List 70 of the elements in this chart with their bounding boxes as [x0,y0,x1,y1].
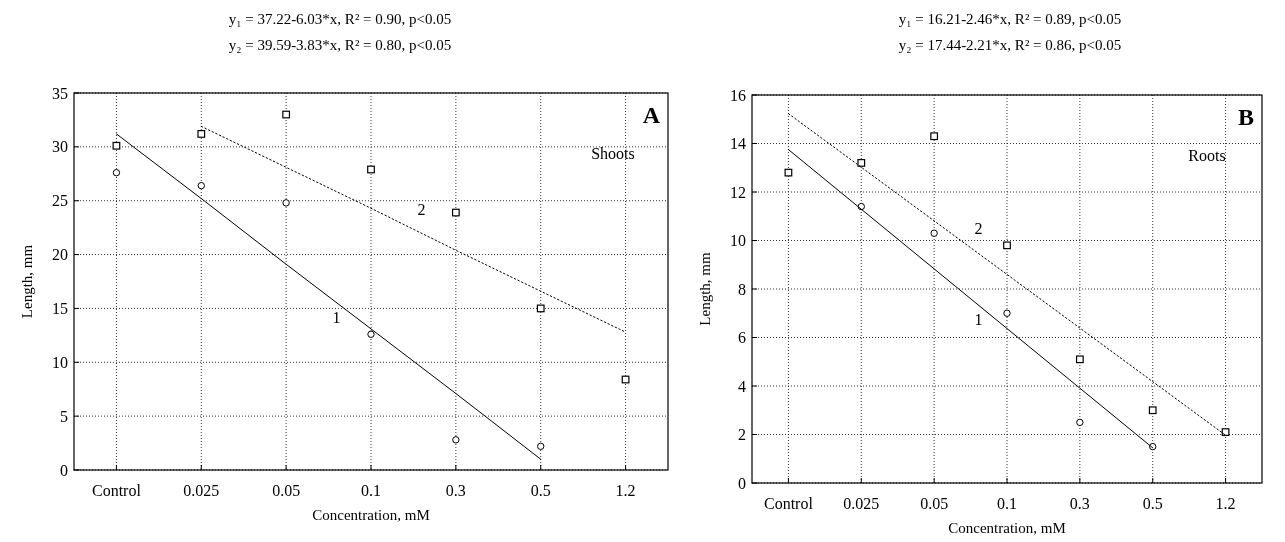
x-tick-label: Control [91,482,142,499]
point [930,229,938,237]
x-tick-label: 0.3 [1069,495,1090,512]
point [537,442,545,450]
y-axis-title: Length, mm [19,244,35,319]
x-tick-label: Control [763,495,814,512]
point [282,110,291,119]
y-tick-label: 15 [52,300,68,318]
chart-title: y₁ = 16.21-2.46*x, R² = 0.89, p<0.05 [898,11,1122,27]
y-tick-label: 14 [730,135,746,153]
point [784,168,793,177]
annotation: B [1237,104,1254,130]
point [197,181,205,190]
point [621,375,630,384]
point [452,436,460,444]
point [197,130,206,138]
annotation: Roots [1188,146,1226,164]
point [1221,428,1230,436]
point [112,169,121,177]
series-label: 1 [974,310,983,328]
series-label: 2 [417,201,426,219]
point [1076,418,1084,427]
y-tick-label: 12 [730,183,746,201]
point [857,159,866,167]
chart-subtitle: y₂ = 39.59-3.83*x, R² = 0.80, p<0.05 [228,37,452,53]
x-tick-label: 1.2 [615,482,636,499]
x-tick-label: 0.3 [445,482,466,499]
point [282,199,290,207]
x-tick-label: 0.1 [361,482,381,499]
y-tick-label: 4 [738,377,746,395]
x-tick-label: 0.5 [1142,495,1163,512]
x-axis-title: Concentration, mM [948,520,1066,536]
chart-subtitle: y₂ = 17.44-2.21*x, R² = 0.86, p<0.05 [898,37,1122,53]
x-tick-label: 0.05 [920,495,949,512]
y-tick-label: 10 [52,353,68,371]
y-tick-label: 16 [730,86,746,104]
series-label: 2 [974,219,983,237]
annotation: Shoots [591,144,635,162]
y-tick-label: 35 [52,84,68,102]
series-label: 1 [332,308,341,326]
x-tick-label: 0.025 [183,482,220,499]
y-tick-label: 0 [738,474,746,492]
x-axis-title: Concentration, mM [312,507,430,523]
point [112,141,121,150]
point [451,208,460,217]
y-tick-label: 10 [730,232,746,250]
y-tick-label: 2 [738,426,746,444]
y-tick-label: 25 [52,192,68,210]
point [1003,309,1011,317]
annotation: A [642,102,661,128]
y-axis-title: Length, mm [697,252,713,326]
point [930,132,939,141]
point [536,304,545,313]
y-tick-label: 20 [52,246,68,264]
point [1003,241,1011,250]
y-tick-label: 0 [60,461,68,479]
point [1075,355,1084,364]
x-tick-label: 0.025 [843,495,880,512]
x-tick-label: 0.05 [272,482,301,499]
point [367,165,375,174]
x-tick-label: 1.2 [1215,495,1236,512]
chart-title: y₁ = 37.22-6.03*x, R² = 0.90, p<0.05 [228,11,452,27]
x-tick-label: 0.5 [530,482,551,499]
x-tick-label: 0.1 [997,495,1017,512]
point [1148,406,1157,415]
point [367,330,375,338]
y-tick-label: 8 [738,280,746,298]
y-tick-label: 30 [52,138,68,156]
y-tick-label: 6 [738,329,746,347]
y-tick-label: 5 [60,407,68,425]
